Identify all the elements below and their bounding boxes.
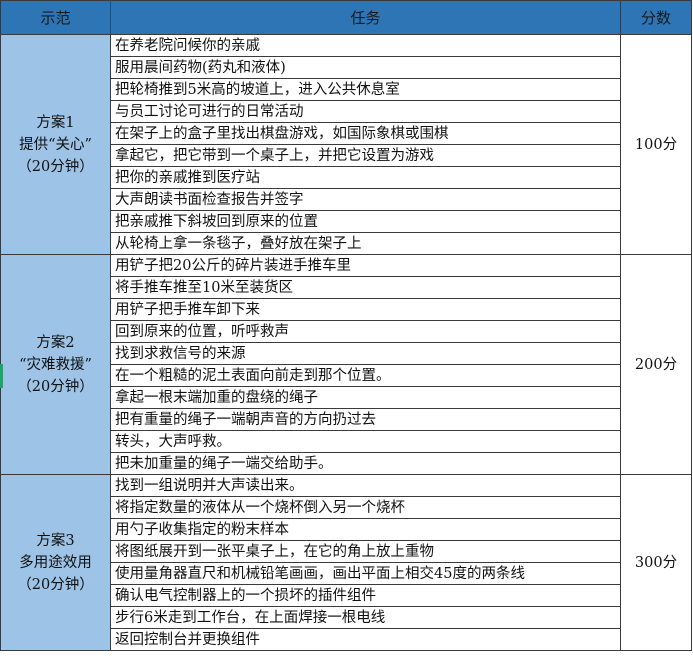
task-cell[interactable]: 找到求救信号的来源 <box>110 342 621 365</box>
table-row: 确认电气控制器上的一个损坏的插件组件 <box>1 584 692 607</box>
task-cell[interactable]: 回到原来的位置，听呼救声 <box>110 320 621 343</box>
task-cell[interactable]: 把未加重量的绳子一端交给助手。 <box>110 452 621 475</box>
task-cell[interactable]: 将指定数量的液体从一个烧杯倒入另一个烧杯 <box>110 496 621 519</box>
task-cell[interactable]: 把你的亲戚推到医疗站 <box>110 166 621 189</box>
plan-label-line: （20分钟） <box>17 378 94 395</box>
task-cell[interactable]: 与员工讨论可进行的日常活动 <box>110 100 621 123</box>
table-row: 返回控制台并更换组件 <box>1 628 692 651</box>
plan-label-line: 多用途效用 <box>19 554 92 571</box>
table-row: 转头，大声呼救。 <box>1 430 692 453</box>
task-cell[interactable]: 将图纸展开到一张平桌子上，在它的角上放上重物 <box>110 540 621 563</box>
header-demo: 示范 <box>0 0 111 35</box>
score-cell[interactable]: 300分 <box>620 474 692 651</box>
task-cell[interactable]: 步行6米走到工作台，在上面焊接一根电线 <box>110 606 621 629</box>
task-cell[interactable]: 使用量角器直尺和机械铅笔画画，画出平面上相交45度的两条线 <box>110 562 621 585</box>
task-cell[interactable]: 把亲戚推下斜坡回到原来的位置 <box>110 210 621 233</box>
task-cell[interactable]: 把有重量的绳子一端朝声音的方向扔过去 <box>110 408 621 431</box>
task-cell[interactable]: 确认电气控制器上的一个损坏的插件组件 <box>110 584 621 607</box>
task-cell[interactable]: 转头，大声呼救。 <box>110 430 621 453</box>
table-row: 方案1 提供“关心” （20分钟） 在养老院问候你的亲戚 100分 <box>0 34 692 255</box>
row-selection-marker <box>0 364 3 388</box>
table-row: 把有重量的绳子一端朝声音的方向扔过去 <box>1 408 692 431</box>
task-cell[interactable]: 在养老院问候你的亲戚 <box>110 34 621 57</box>
table-body: 方案1 提供“关心” （20分钟） 在养老院问候你的亲戚 100分 服用晨间药物(药丸和液… <box>0 34 692 651</box>
score-cell[interactable]: 100分 <box>620 34 692 255</box>
task-cell[interactable]: 返回控制台并更换组件 <box>110 628 621 651</box>
table-row: 方案3 多用途效用 （20分钟） 找到一组说明并大声读出来。 300分 <box>0 474 692 651</box>
table-row: 把未加重量的绳子一端交给助手。 <box>1 452 692 475</box>
task-cell[interactable]: 拿起它，把它带到一个桌子上，并把它设置为游戏 <box>110 144 621 167</box>
plan-label-line: （20分钟） <box>17 158 94 175</box>
task-cell[interactable]: 找到一组说明并大声读出来。 <box>110 474 621 497</box>
header-row: 示范 任务 分数 <box>0 0 692 35</box>
plan-label-line: 方案1 <box>36 114 75 131</box>
table-row: 用勺子收集指定的粉末样本 <box>1 518 692 541</box>
task-cell[interactable]: 把轮椅推到5米高的坡道上，进入公共休息室 <box>110 78 621 101</box>
table-row: 将图纸展开到一张平桌子上，在它的角上放上重物 <box>1 540 692 563</box>
task-cell[interactable]: 拿起一根末端加重的盘绕的绳子 <box>110 386 621 409</box>
task-cell[interactable]: 在一个粗糙的泥土表面向前走到那个位置。 <box>110 364 621 387</box>
plan-label-line: “灾难救援” <box>19 356 92 373</box>
plan-label-line: 提供“关心” <box>19 136 92 153</box>
table-row: 找到求救信号的来源 <box>1 342 692 365</box>
plan-cell[interactable]: 方案3 多用途效用 （20分钟） <box>0 474 111 651</box>
header-task: 任务 <box>110 0 621 35</box>
task-cell[interactable]: 将手推车推至10米至装货区 <box>110 276 621 299</box>
score-cell[interactable]: 200分 <box>620 254 692 475</box>
task-cell[interactable]: 用铲子把20公斤的碎片装进手推车里 <box>110 254 621 277</box>
plan-label-line: 方案3 <box>36 532 75 549</box>
table-row: 方案2 “灾难救援” （20分钟） 用铲子把20公斤的碎片装进手推车里 200分 <box>0 254 692 475</box>
plan-label-line: 方案2 <box>36 334 75 351</box>
plan-cell[interactable]: 方案2 “灾难救援” （20分钟） <box>0 254 111 475</box>
plan-cell[interactable]: 方案1 提供“关心” （20分钟） <box>0 34 111 255</box>
task-cell[interactable]: 在架子上的盒子里找出棋盘游戏，如国际象棋或围棋 <box>110 122 621 145</box>
table-row: 从轮椅上拿一条毯子，叠好放在架子上 <box>1 232 692 255</box>
task-cell[interactable]: 大声朗读书面检查报告并签字 <box>110 188 621 211</box>
table-row: 使用量角器直尺和机械铅笔画画，画出平面上相交45度的两条线 <box>1 562 692 585</box>
task-cell[interactable]: 用勺子收集指定的粉末样本 <box>110 518 621 541</box>
plan-label-line: （20分钟） <box>17 576 94 593</box>
task-cell[interactable]: 服用晨间药物(药丸和液体) <box>110 56 621 79</box>
table-row: 拿起它，把它带到一个桌子上，并把它设置为游戏 <box>1 144 692 167</box>
task-cell[interactable]: 用铲子把手推车卸下来 <box>110 298 621 321</box>
table-row: 在一个粗糙的泥土表面向前走到那个位置。 <box>1 364 692 387</box>
header-score: 分数 <box>620 0 692 35</box>
task-cell[interactable]: 从轮椅上拿一条毯子，叠好放在架子上 <box>110 232 621 255</box>
